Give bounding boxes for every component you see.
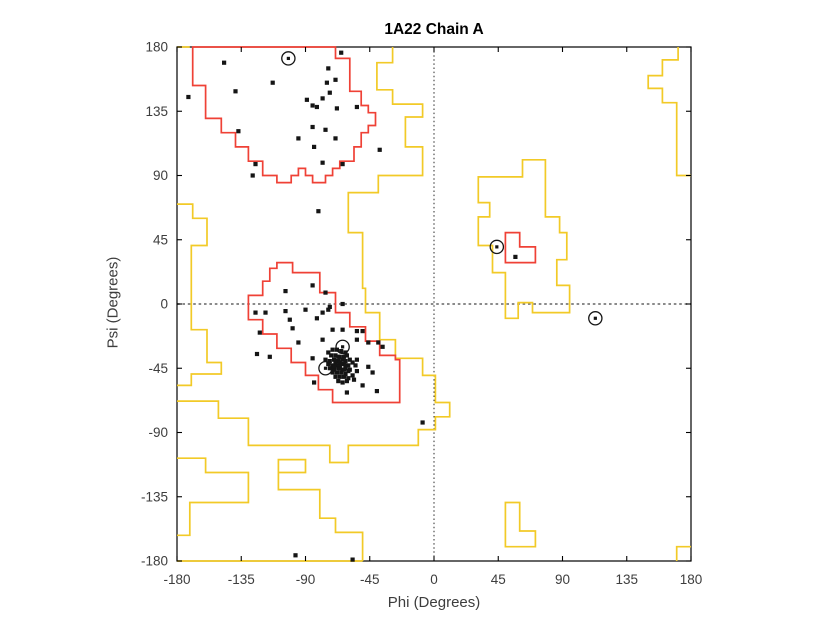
chart-title: 1A22 Chain A [384, 21, 484, 38]
svg-text:0: 0 [430, 572, 438, 587]
svg-text:-45: -45 [360, 572, 380, 587]
svg-text:0: 0 [160, 297, 168, 312]
svg-text:90: 90 [153, 168, 168, 183]
y-axis-label: Psi (Degrees) [104, 256, 122, 349]
svg-text:45: 45 [491, 572, 506, 587]
svg-text:-90: -90 [148, 425, 168, 440]
svg-text:-135: -135 [228, 572, 255, 587]
svg-text:45: 45 [153, 232, 168, 247]
svg-text:-180: -180 [141, 554, 168, 569]
svg-text:180: 180 [680, 572, 703, 587]
svg-text:135: 135 [615, 572, 638, 587]
svg-text:-180: -180 [163, 572, 190, 587]
svg-text:-135: -135 [141, 489, 168, 504]
svg-text:180: 180 [145, 40, 168, 55]
x-axis-label: Phi (Degrees) [387, 594, 481, 611]
svg-text:-90: -90 [296, 572, 316, 587]
svg-text:-45: -45 [148, 361, 168, 376]
svg-text:90: 90 [555, 572, 570, 587]
svg-text:135: 135 [145, 104, 168, 119]
